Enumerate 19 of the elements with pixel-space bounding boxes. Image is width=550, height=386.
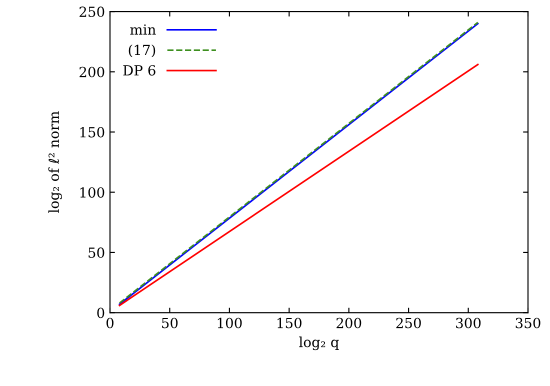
x-tick-label: 150 [278, 318, 302, 328]
legend-label: min [130, 24, 156, 35]
y-tick-label: 100 [80, 187, 104, 198]
x-tick-label: 200 [336, 318, 362, 328]
x-tick-label: 100 [218, 318, 242, 328]
x-tick-label: 0 [106, 318, 114, 328]
y-tick-label: 200 [80, 66, 104, 78]
legend-label: (17) [128, 44, 156, 58]
y-tick-label: 0 [97, 308, 104, 318]
x-tick-label: 300 [456, 318, 481, 328]
y-tick-label: 250 [80, 6, 104, 18]
y-tick-label: 50 [88, 247, 104, 258]
y-tick-label: 150 [80, 126, 104, 138]
x-tick-label: 350 [516, 318, 540, 328]
legend-label: DP 6 [123, 65, 156, 76]
y-axis-title: log₂ of ℓ² norm [48, 111, 62, 213]
x-axis-title: log₂ q [299, 336, 339, 350]
x-tick-label: 50 [162, 318, 178, 328]
x-tick-label: 250 [396, 318, 421, 328]
